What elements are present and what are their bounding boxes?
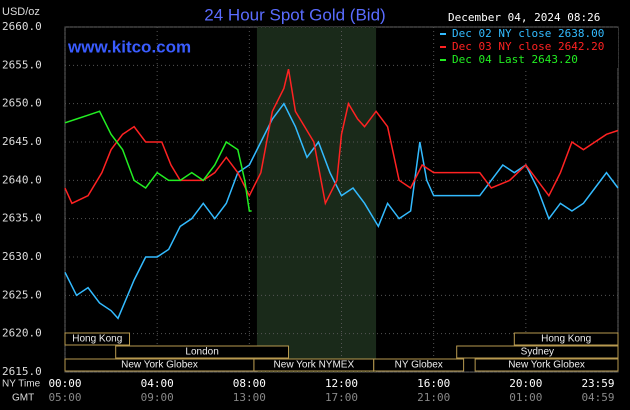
row-label: GMT [12,393,34,404]
session-bar [474,358,619,372]
y-tick-label: 2625.0 [2,288,42,301]
legend-label: Dec 03 NY close 2642.20 [452,40,604,53]
session-bar [64,332,131,346]
y-tick-label: 2655.0 [2,58,42,71]
x-tick-label: 20:00 [509,377,542,390]
y-tick-label: 2660.0 [2,20,42,33]
x-tick-label: 23:59 [581,377,614,390]
x-tick-label: 00:00 [48,377,81,390]
y-axis-label: USD/oz [2,6,40,18]
x2-tick-label: 17:00 [325,391,358,404]
x-tick-label: 08:00 [233,377,266,390]
x2-tick-label: 09:00 [141,391,174,404]
y-tick-label: 2640.0 [2,173,42,186]
chart-title: 24 Hour Spot Gold (Bid) [204,5,385,24]
session-label: New York Globex [508,360,585,371]
y-tick-label: 2645.0 [2,135,42,148]
x2-tick-label: 05:00 [48,391,81,404]
row-label: NY Time [2,379,41,390]
session-label: Sydney [521,347,554,358]
session-bar [373,358,465,372]
x2-tick-label: 04:59 [581,391,614,404]
session-label: New York NYMEX [274,360,355,371]
legend [436,28,618,68]
session-label: Hong Kong [72,334,122,345]
session-label: New York Globex [121,360,198,371]
x-tick-label: 04:00 [141,377,174,390]
shaded-session [256,27,377,372]
session-bar [456,345,619,359]
session-bar [115,345,290,359]
session-label: London [185,347,218,358]
x2-tick-label: 13:00 [233,391,266,404]
date: December 04, 2024 08:26 [448,11,600,24]
session-label: NY Globex [395,360,443,371]
y-tick-label: 2650.0 [2,97,42,110]
legend-label: Dec 04 Last 2643.20 [452,53,578,66]
session-label: Hong Kong [541,334,591,345]
x2-tick-label: 21:00 [417,391,450,404]
series-line [64,110,252,212]
y-tick-label: 2615.0 [2,365,42,378]
y-tick-label: 2635.0 [2,212,42,225]
series-line [64,68,619,206]
watermark: www.kitco.com [67,37,191,56]
legend-label: Dec 02 NY close 2638.00 [452,27,604,40]
y-tick-label: 2620.0 [2,327,42,340]
x-tick-label: 16:00 [417,377,450,390]
x2-tick-label: 01:00 [509,391,542,404]
y-tick-label: 2630.0 [2,250,42,263]
x-tick-label: 12:00 [325,377,358,390]
session-bar [513,332,619,346]
